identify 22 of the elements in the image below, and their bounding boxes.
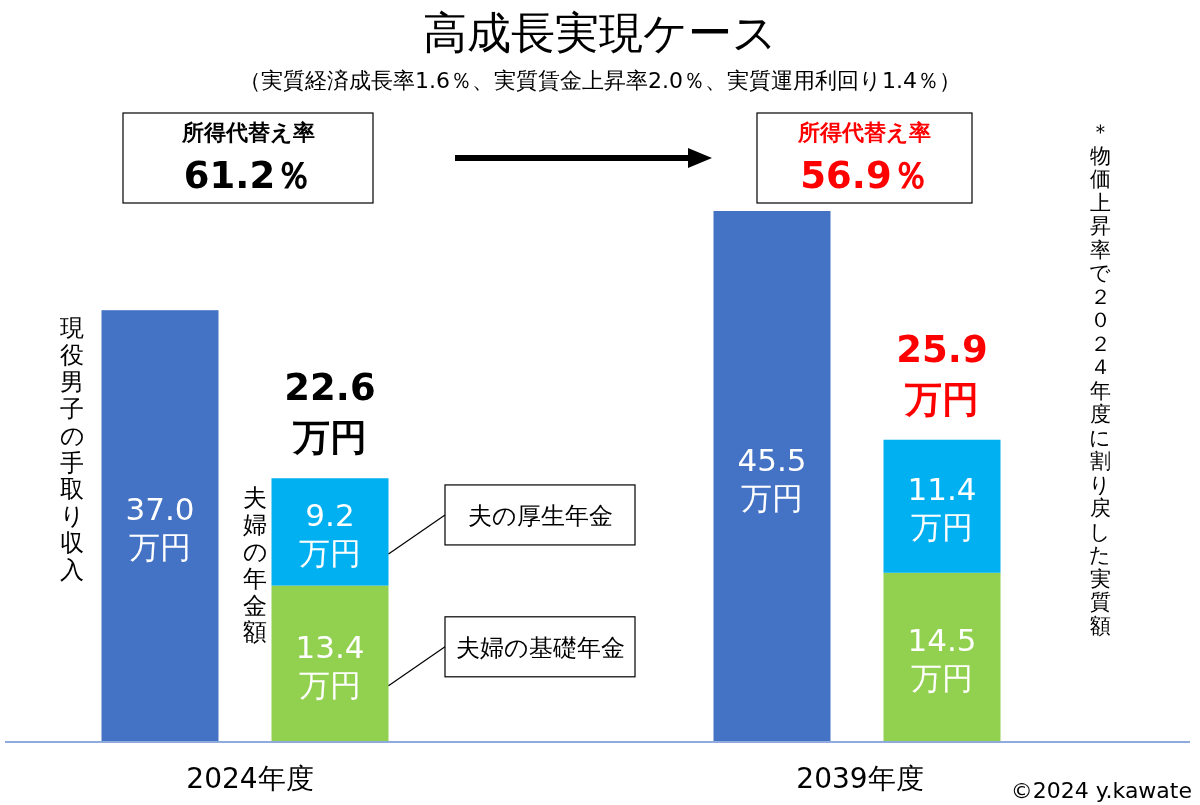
text: ©2024 y.kawate [1010,778,1192,803]
data-label: 45.5万円 [737,441,807,516]
chart-subtitle: （実質経済成長率1.6％、実質賃金上昇率2.0％、実質運用利回り1.4％） [239,68,961,93]
text: 2039年度 [796,762,924,795]
callout: 夫の厚生年金 [387,484,636,555]
callout: 夫婦の基礎年金 [387,616,636,687]
text: 2024年度 [186,762,314,795]
text: 所得代替え率 [797,120,931,145]
total-label: 25.9万円 [896,327,988,421]
data-label: 37.0万円 [125,491,195,566]
data-label: 13.4万円 [295,628,365,703]
total-label: 22.6万円 [284,366,376,460]
text: ＊物価上昇率で２０２４年度に割り戻した実質額 [1089,120,1111,638]
text: 所得代替え率 [180,120,315,145]
text: 現役男子の手取り収入 [59,314,85,585]
text: 56.9％ [800,154,929,197]
data-label: 11.4万円 [907,471,977,546]
text: 61.2％ [183,154,313,197]
data-label: 9.2万円 [299,496,361,571]
chart-title: 高成長実現ケース [423,7,777,58]
annotation: 夫婦の年金額 [242,484,268,647]
data-label: 14.5万円 [907,622,977,697]
